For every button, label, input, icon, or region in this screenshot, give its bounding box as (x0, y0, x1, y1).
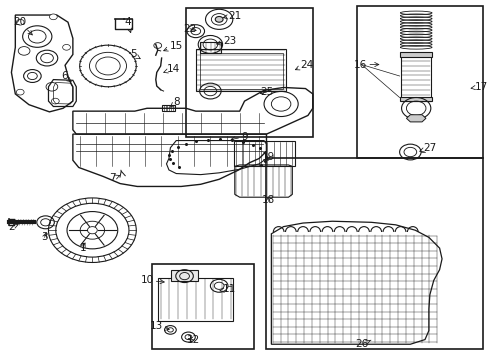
Bar (401, 54, 431, 101)
Text: 16: 16 (354, 59, 379, 69)
Circle shape (63, 44, 71, 50)
Text: 8: 8 (170, 97, 179, 107)
Text: 14: 14 (164, 64, 180, 74)
Text: 23: 23 (217, 36, 237, 46)
Text: 3: 3 (41, 232, 48, 242)
Text: 20: 20 (14, 17, 32, 35)
Bar (158, 278, 233, 320)
Circle shape (51, 98, 59, 104)
Text: 5: 5 (130, 49, 140, 59)
Bar (400, 52, 432, 57)
Text: 13: 13 (150, 321, 169, 331)
Bar (234, 141, 295, 166)
Text: 11: 11 (220, 284, 237, 294)
Text: 1: 1 (79, 243, 86, 253)
Text: 21: 21 (223, 11, 242, 21)
Bar (172, 270, 198, 281)
Text: 7: 7 (110, 173, 120, 183)
Bar (400, 97, 432, 101)
Text: 2: 2 (8, 222, 18, 232)
Bar (199, 42, 221, 53)
Bar (199, 53, 283, 89)
Bar (152, 264, 254, 348)
Bar (357, 6, 484, 158)
Bar (196, 49, 286, 91)
Bar (267, 158, 484, 348)
Circle shape (215, 17, 223, 22)
Text: 17: 17 (471, 82, 488, 92)
Text: 4: 4 (124, 17, 131, 33)
Text: 10: 10 (141, 275, 164, 285)
Text: 19: 19 (261, 152, 274, 162)
Text: 15: 15 (164, 41, 183, 51)
Text: 12: 12 (187, 334, 200, 345)
Text: 25: 25 (260, 87, 273, 97)
Text: 24: 24 (295, 59, 314, 70)
Circle shape (49, 14, 57, 20)
Bar (162, 105, 175, 111)
Text: 18: 18 (261, 195, 274, 205)
Text: 9: 9 (231, 132, 248, 142)
Circle shape (16, 19, 24, 25)
Bar (186, 8, 313, 137)
Text: 6: 6 (61, 71, 71, 82)
Text: 27: 27 (420, 143, 437, 153)
Text: 26: 26 (355, 339, 371, 349)
Polygon shape (406, 115, 426, 122)
Text: 22: 22 (183, 24, 196, 34)
Circle shape (16, 89, 24, 95)
